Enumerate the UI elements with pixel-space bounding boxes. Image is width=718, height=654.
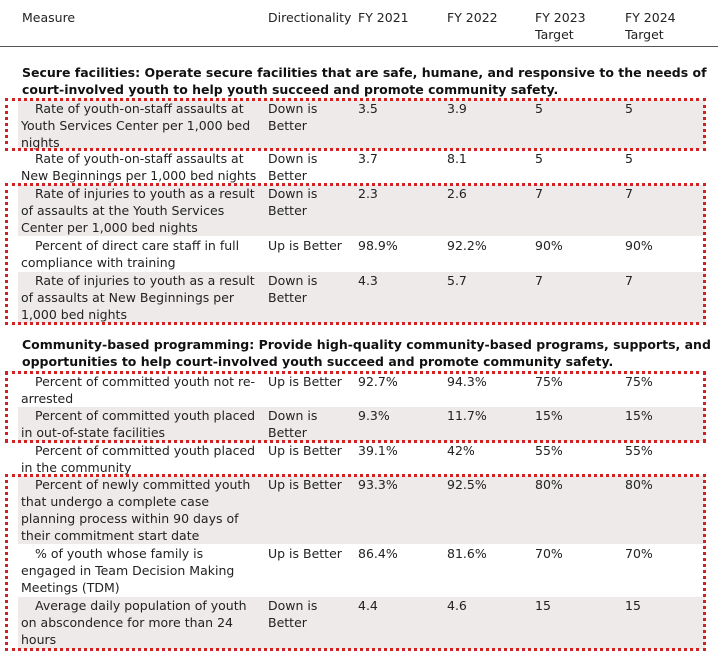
table-row: Rate of injuries to youth as a result of…: [18, 185, 705, 236]
measure-cell: Rate of injuries to youth as a result of…: [21, 186, 255, 235]
directionality-cell: Down is Better: [268, 186, 318, 218]
table-row: Average daily population of youth on abs…: [18, 597, 705, 649]
measure-cell: Rate of youth-on-staff assaults at Youth…: [21, 101, 251, 150]
directionality-cell: Down is Better: [268, 598, 318, 630]
fy2022-cell: 11.7%: [447, 408, 487, 423]
fy2024-target-cell: 7: [625, 186, 633, 201]
fy2022-cell: 92.2%: [447, 238, 487, 253]
table-row: Percent of committed youth not re-arrest…: [18, 373, 705, 406]
fy2022-cell: 4.6: [447, 598, 467, 613]
fy2021-cell: 3.7: [358, 151, 378, 166]
fy2022-cell: 2.6: [447, 186, 467, 201]
measure-cell: Average daily population of youth on abs…: [21, 598, 247, 647]
table-row: Rate of injuries to youth as a result of…: [18, 272, 705, 323]
fy2023-target-cell: 7: [535, 273, 543, 288]
fy2023-target-cell: 70%: [535, 546, 563, 561]
header-fy2021: FY 2021: [358, 10, 409, 25]
directionality-cell: Down is Better: [268, 101, 318, 133]
fy2023-target-cell: 55%: [535, 443, 563, 458]
fy2024-target-cell: 80%: [625, 477, 653, 492]
header-directionality: Directionality: [268, 10, 352, 25]
table-row: Percent of direct care staff in full com…: [18, 237, 705, 287]
section-title-community-based-programming: Community-based programming: Provide hig…: [22, 337, 711, 369]
header-fy2022: FY 2022: [447, 10, 498, 25]
fy2021-cell: 98.9%: [358, 238, 398, 253]
fy2021-cell: 93.3%: [358, 477, 398, 492]
fy2021-cell: 86.4%: [358, 546, 398, 561]
directionality-cell: Up is Better: [268, 374, 342, 389]
directionality-cell: Down is Better: [268, 273, 318, 305]
table-row: Rate of youth-on-staff assaults at Youth…: [18, 100, 705, 150]
fy2024-target-cell: 90%: [625, 238, 653, 253]
table-row: Percent of committed youth placed in out…: [18, 407, 705, 441]
measure-cell: Rate of injuries to youth as a result of…: [21, 273, 255, 322]
fy2024-target-cell: 70%: [625, 546, 653, 561]
table-row: Percent of newly committed youth that un…: [18, 476, 705, 544]
fy2021-cell: 39.1%: [358, 443, 398, 458]
fy2022-cell: 3.9: [447, 101, 467, 116]
fy2023-target-cell: 5: [535, 101, 543, 116]
fy2021-cell: 92.7%: [358, 374, 398, 389]
fy2021-cell: 3.5: [358, 101, 378, 116]
directionality-cell: Down is Better: [268, 408, 318, 440]
fy2024-target-cell: 15: [625, 598, 641, 613]
fy2024-target-cell: 75%: [625, 374, 653, 389]
fy2024-target-cell: 7: [625, 273, 633, 288]
header-fy2023-target: FY 2023 Target: [535, 10, 586, 42]
fy2021-cell: 4.3: [358, 273, 378, 288]
fy2023-target-cell: 75%: [535, 374, 563, 389]
table-row: Percent of committed youth placed in the…: [18, 442, 705, 475]
header-fy2024-target: FY 2024 Target: [625, 10, 676, 42]
header-measure: Measure: [22, 10, 76, 25]
directionality-cell: Up is Better: [268, 546, 342, 561]
fy2023-target-cell: 7: [535, 186, 543, 201]
directionality-cell: Down is Better: [268, 151, 318, 183]
fy2024-target-cell: 15%: [625, 408, 653, 423]
measure-cell: Percent of committed youth not re-arrest…: [21, 374, 256, 406]
measure-cell: Percent of newly committed youth that un…: [21, 477, 251, 543]
measure-cell: Rate of youth-on-staff assaults at New B…: [21, 151, 257, 183]
directionality-cell: Up is Better: [268, 238, 342, 253]
measure-cell: Percent of committed youth placed in the…: [21, 443, 256, 475]
measure-cell: % of youth whose family is engaged in Te…: [21, 546, 235, 595]
fy2022-cell: 92.5%: [447, 477, 487, 492]
fy2023-target-cell: 90%: [535, 238, 563, 253]
fy2022-cell: 81.6%: [447, 546, 487, 561]
table-row: % of youth whose family is engaged in Te…: [18, 545, 705, 596]
fy2024-target-cell: 5: [625, 101, 633, 116]
fy2024-target-cell: 55%: [625, 443, 653, 458]
table-row: Rate of youth-on-staff assaults at New B…: [18, 150, 705, 184]
fy2024-target-cell: 5: [625, 151, 633, 166]
directionality-cell: Up is Better: [268, 443, 342, 458]
fy2023-target-cell: 80%: [535, 477, 563, 492]
fy2023-target-cell: 5: [535, 151, 543, 166]
section-title-secure-facilities: Secure facilities: Operate secure facili…: [22, 65, 707, 97]
fy2021-cell: 9.3%: [358, 408, 390, 423]
fy2022-cell: 42%: [447, 443, 475, 458]
fy2022-cell: 94.3%: [447, 374, 487, 389]
fy2021-cell: 4.4: [358, 598, 378, 613]
directionality-cell: Up is Better: [268, 477, 342, 492]
fy2022-cell: 5.7: [447, 273, 467, 288]
table-header: Measure Directionality FY 2021 FY 2022 F…: [0, 0, 718, 47]
fy2023-target-cell: 15: [535, 598, 551, 613]
fy2021-cell: 2.3: [358, 186, 378, 201]
fy2022-cell: 8.1: [447, 151, 467, 166]
measure-cell: Percent of committed youth placed in out…: [21, 408, 256, 440]
fy2023-target-cell: 15%: [535, 408, 563, 423]
